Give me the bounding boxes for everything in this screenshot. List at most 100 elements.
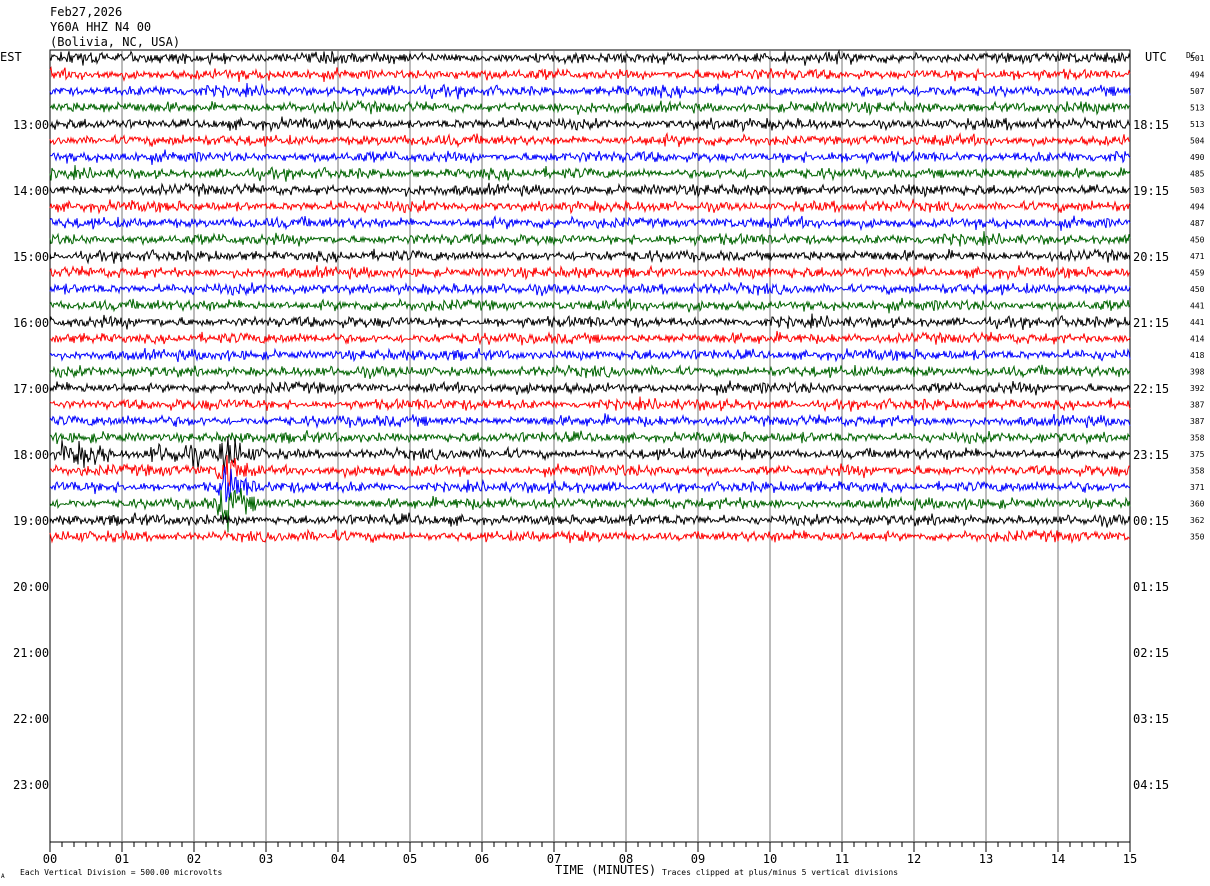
- dc-offset-label: 503: [1190, 186, 1205, 195]
- dc-offset-label: 494: [1190, 203, 1205, 212]
- dc-offset-label: 358: [1190, 434, 1205, 443]
- seismic-trace: [49, 182, 1131, 199]
- x-tick-label: 12: [907, 852, 921, 866]
- x-tick-label: 09: [691, 852, 705, 866]
- x-tick-label: 04: [331, 852, 345, 866]
- time-axis: 00 01 02 03 04 05 06 07 08 09 10 11 12 13 14 15: [43, 842, 1137, 866]
- dc-offset-label: 450: [1190, 236, 1205, 245]
- utc-hour-label: 04:15: [1133, 778, 1169, 792]
- x-tick-label: 08: [619, 852, 633, 866]
- seismic-trace: [49, 248, 1131, 265]
- dc-offset-label: 487: [1190, 219, 1205, 228]
- utc-hour-label: 00:15: [1133, 514, 1169, 528]
- utc-hour-label: 22:15: [1133, 382, 1169, 396]
- seismic-trace: [49, 116, 1131, 133]
- utc-hour-label: 03:15: [1133, 712, 1169, 726]
- dc-offset-label: 371: [1190, 483, 1205, 492]
- utc-hour-label: 19:15: [1133, 184, 1169, 198]
- x-tick-label: 02: [187, 852, 201, 866]
- seismic-trace: [49, 132, 1131, 149]
- seismic-trace: [49, 330, 1131, 346]
- est-hour-label: 20:00: [13, 580, 49, 594]
- x-axis-title: TIME (MINUTES): [555, 863, 656, 877]
- est-axis-label: EST: [0, 50, 22, 64]
- dc-offset-label: 387: [1190, 401, 1205, 410]
- dc-offset-label: 450: [1190, 285, 1205, 294]
- est-hour-label: 23:00: [13, 778, 49, 792]
- seismic-trace: [49, 313, 1131, 330]
- x-tick-label: 05: [403, 852, 417, 866]
- dc-offset-label: 398: [1190, 368, 1205, 377]
- seismic-trace: [49, 82, 1131, 100]
- dc-offset-label: 414: [1190, 335, 1205, 344]
- seismic-trace: [49, 165, 1131, 183]
- est-hour-label: 21:00: [13, 646, 49, 660]
- seismic-trace: [49, 512, 1131, 528]
- x-tick-label: 07: [547, 852, 561, 866]
- est-hour-label: 13:00: [13, 118, 49, 132]
- est-hour-label: 17:00: [13, 382, 49, 396]
- x-tick-label: 15: [1123, 852, 1137, 866]
- scale-note: Each Vertical Division = 500.00 microvol…: [20, 868, 222, 877]
- dc-offset-label: 350: [1190, 533, 1205, 542]
- utc-hour-label: 20:15: [1133, 250, 1169, 264]
- dc-offset-label: 494: [1190, 71, 1205, 80]
- dc-offset-label: 392: [1190, 384, 1205, 393]
- seismic-trace: [49, 528, 1131, 545]
- seismic-trace: [49, 396, 1131, 413]
- seismic-trace: [49, 231, 1131, 247]
- dc-offset-label: 501: [1190, 54, 1205, 63]
- seismic-trace: [49, 347, 1131, 363]
- minute-gridlines: [49, 49, 1131, 843]
- seismic-trace: [49, 436, 1131, 473]
- est-hour-label: 14:00: [13, 184, 49, 198]
- seismic-trace: [49, 65, 1131, 83]
- seismic-trace: [49, 380, 1131, 396]
- utc-axis-label: UTC: [1145, 50, 1167, 64]
- x-tick-label: 10: [763, 852, 777, 866]
- dc-offset-label: 471: [1190, 252, 1205, 261]
- dc-offset-label: 418: [1190, 351, 1205, 360]
- est-hour-label: 15:00: [13, 250, 49, 264]
- dc-offset-label: 358: [1190, 467, 1205, 476]
- seismic-trace: [49, 364, 1131, 380]
- utc-hour-label: 02:15: [1133, 646, 1169, 660]
- dc-offset-labels: 501 494 507 513 513 504 490 485 503 494 487 450 471 4…: [1190, 54, 1205, 542]
- seismic-trace: [49, 214, 1131, 232]
- utc-hour-label: 21:15: [1133, 316, 1169, 330]
- dc-offset-label: 441: [1190, 318, 1205, 327]
- x-tick-label: 06: [475, 852, 489, 866]
- seismic-trace: [49, 49, 1131, 66]
- x-tick-label: 03: [259, 852, 273, 866]
- seismic-trace: [49, 413, 1131, 429]
- header-station: Y60A HHZ N4 00: [50, 20, 151, 34]
- dc-offset-label: 490: [1190, 153, 1205, 162]
- dc-offset-label: 507: [1190, 87, 1205, 96]
- dc-offset-label: 504: [1190, 137, 1205, 146]
- dc-offset-label: 360: [1190, 500, 1205, 509]
- x-tick-label: 13: [979, 852, 993, 866]
- plot-frame: [49, 49, 1131, 843]
- est-hour-label: 16:00: [13, 316, 49, 330]
- header-location: (Bolivia, NC, USA): [50, 35, 180, 49]
- header-date: Feb27,2026: [50, 5, 122, 19]
- dc-offset-label: 513: [1190, 104, 1205, 113]
- x-tick-label: 01: [115, 852, 129, 866]
- est-hour-label: 18:00: [13, 448, 49, 462]
- seismic-trace: [49, 198, 1131, 215]
- x-tick-label: 11: [835, 852, 849, 866]
- seismic-traces: [49, 49, 1131, 545]
- corner-mark: A: [1, 873, 5, 880]
- est-hour-label: 19:00: [13, 514, 49, 528]
- dc-offset-label: 485: [1190, 170, 1205, 179]
- seismic-trace: [49, 487, 1131, 533]
- seismic-trace: [49, 149, 1131, 165]
- seismic-trace: [49, 297, 1131, 314]
- seismic-trace: [49, 430, 1131, 445]
- utc-hour-label: 23:15: [1133, 448, 1169, 462]
- est-hour-labels: 13:00 14:00 15:00 16:00 17:00 18:00 19:00 20:00…: [13, 118, 49, 792]
- dc-offset-label: 387: [1190, 417, 1205, 426]
- clip-note: Traces clipped at plus/minus 5 vertical …: [662, 868, 898, 877]
- x-tick-label: 00: [43, 852, 57, 866]
